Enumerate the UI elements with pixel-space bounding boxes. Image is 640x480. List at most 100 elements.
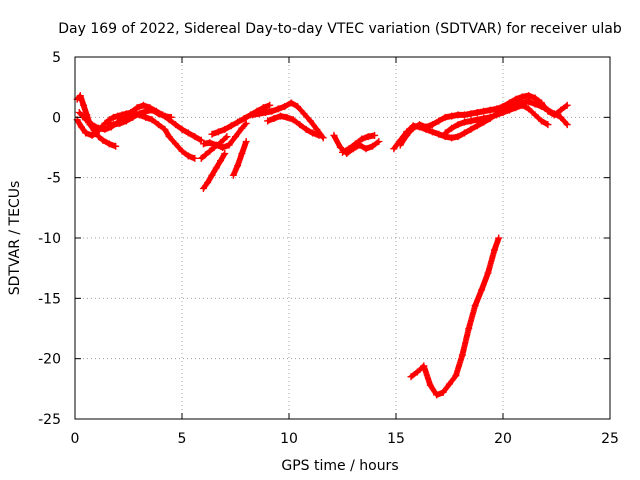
series-arc-7 [199,150,229,193]
data-point [135,110,143,118]
data-point [495,234,503,242]
data-point [234,118,242,126]
data-point [441,129,449,137]
data-point [396,141,404,149]
data-point [531,94,539,102]
data-point [214,128,222,136]
data-point [172,121,180,129]
data-point [512,95,520,103]
data-point [129,113,137,121]
data-point [467,125,475,133]
data-point [197,136,205,144]
y-tick-label: -15 [38,291,61,307]
data-point [165,133,173,141]
data-point [219,144,227,151]
data-point [300,110,308,118]
data-point [484,269,492,277]
data-point [407,373,415,381]
data-point [142,107,150,115]
data-point [467,110,475,118]
data-point [139,101,147,109]
data-point [110,121,118,129]
data-point [435,130,443,138]
data-point [217,139,225,147]
data-point [480,115,488,123]
x-tick-label: 25 [601,431,619,447]
y-tick-label: -5 [47,171,61,187]
series-arc-11 [264,112,323,139]
data-point [336,144,344,151]
data-point [420,362,428,370]
data-point [441,113,449,121]
data-point [82,129,90,137]
data-point [199,185,207,193]
data-point [358,135,366,143]
data-point [227,122,235,130]
data-point [448,124,456,132]
data-point [103,121,111,129]
data-point [116,119,124,127]
data-point [538,99,546,107]
data-point [465,325,473,332]
data-point [563,121,571,129]
data-point [339,148,346,156]
data-point [499,102,507,110]
data-point [505,99,513,107]
data-point [315,131,323,139]
data-point [473,109,481,117]
data-point [83,111,91,119]
data-point [480,107,488,115]
data-point [531,111,539,119]
data-point [454,111,462,119]
data-point [390,145,398,153]
data-point [266,101,274,109]
data-point [473,116,481,124]
data-point [274,105,282,113]
data-point [422,123,430,131]
data-point [249,111,257,119]
series-arc-8 [229,137,250,179]
data-point [446,380,453,388]
data-point [371,131,379,139]
series-arc-10 [249,99,327,142]
data-point [433,391,441,399]
y-tick-label: 5 [52,50,61,66]
data-point [204,178,212,186]
data-point [178,147,186,155]
x-tick-label: 0 [71,431,80,447]
data-point [435,117,443,125]
data-point [199,140,207,148]
data-point [178,125,186,133]
data-point [75,109,83,117]
data-point [212,164,220,172]
data-point [439,388,447,396]
data-point [105,140,113,148]
data-point [544,107,552,115]
data-point [225,141,233,149]
data-point [95,133,103,141]
data-point [148,106,156,114]
data-point [525,98,533,106]
data-point [197,154,205,162]
series-arc-15 [396,92,571,149]
data-point [294,102,302,110]
x-tick-label: 20 [494,431,512,447]
data-point [229,171,237,179]
data-point [518,101,526,109]
data-point [172,140,180,148]
data-point [208,171,216,179]
data-point [77,123,85,131]
data-point [473,122,481,130]
data-point [448,134,456,142]
data-point [101,125,109,133]
data-point [167,113,175,121]
data-point [309,129,317,137]
data-point [161,125,169,133]
data-point [276,112,284,120]
data-point [289,116,297,124]
data-point [362,145,370,153]
data-point [264,117,272,125]
data-point [234,162,242,170]
data-point [550,111,558,119]
data-point [428,128,436,136]
